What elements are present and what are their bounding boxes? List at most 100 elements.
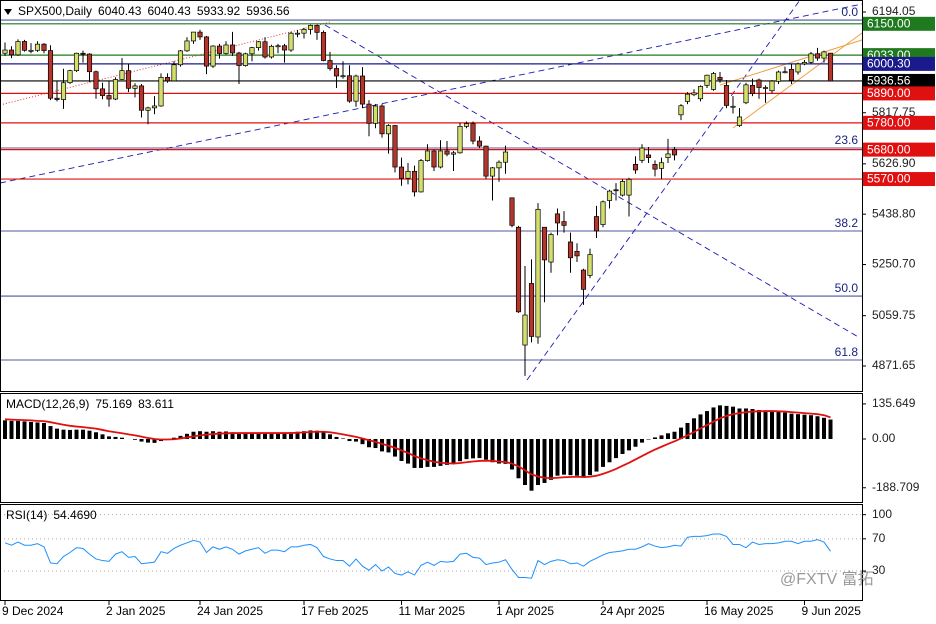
- header-value: 75.169: [95, 397, 132, 411]
- candle-body: [587, 254, 593, 276]
- candle-body: [398, 166, 405, 179]
- fib-label: 0.0: [841, 5, 858, 19]
- candle-body: [307, 25, 314, 30]
- macd-bar: [809, 415, 813, 439]
- candle-body: [437, 150, 444, 168]
- macd-bar: [100, 434, 105, 439]
- candle-body: [431, 150, 437, 168]
- macd-bar: [575, 438, 579, 476]
- candle-body: [86, 53, 93, 73]
- macd-bar: [510, 438, 514, 470]
- macd-bar: [29, 421, 33, 439]
- macd-bar: [55, 428, 59, 439]
- macd-bar: [601, 438, 605, 467]
- plot-layer: 6194.05 5817.75 5626.90 5438.80 5250.70 5059.…: [0, 4, 935, 618]
- macd-bar: [347, 438, 352, 442]
- candle-body: [242, 53, 249, 66]
- y-tick-label: 70: [872, 531, 886, 545]
- candle-body: [54, 97, 60, 100]
- macd-bar: [354, 438, 358, 442]
- candle-body: [418, 160, 424, 193]
- candle-body: [483, 145, 489, 177]
- macd-bar: [419, 438, 423, 468]
- candle-body: [353, 75, 359, 102]
- candle-body: [548, 234, 554, 263]
- macd-bar: [74, 429, 79, 439]
- candle-body: [255, 41, 262, 48]
- macd-bar: [87, 430, 92, 439]
- x-tick-label: 1 Apr 2025: [496, 604, 554, 618]
- fib-label: 23.6: [835, 133, 859, 147]
- candle-body: [567, 241, 574, 259]
- symbol: SPX500,Daily: [18, 4, 92, 18]
- macd-bar: [35, 422, 40, 439]
- candle-body: [112, 79, 119, 100]
- trendline: [719, 39, 863, 86]
- macd-bar: [282, 433, 287, 439]
- macd-bar: [276, 433, 280, 439]
- macd-bar: [133, 438, 137, 440]
- candle-body: [8, 49, 15, 56]
- macd-bar: [640, 438, 644, 443]
- candle-body: [158, 76, 164, 107]
- candle-body: [593, 216, 600, 232]
- candle-body: [775, 71, 782, 82]
- macd-bar: [367, 438, 371, 448]
- macd-bar: [243, 433, 248, 439]
- level-label-box: [863, 142, 935, 157]
- candle-body: [645, 154, 652, 159]
- macd-bar: [94, 432, 98, 439]
- menu-arrow: [4, 9, 12, 15]
- macd-bar: [334, 436, 339, 439]
- macd-bar: [191, 431, 196, 439]
- candle-body: [197, 31, 203, 38]
- macd-bar: [815, 416, 820, 439]
- macd-bar: [672, 431, 677, 439]
- candle-body: [15, 41, 21, 56]
- macd-bar: [783, 412, 787, 439]
- y-tick-label: 100: [872, 507, 892, 521]
- candle-body: [268, 45, 275, 58]
- macd-bar: [217, 431, 222, 439]
- candle-body: [470, 123, 476, 142]
- macd-bar: [438, 438, 443, 466]
- candle-body: [600, 201, 606, 225]
- candle-body: [561, 221, 567, 226]
- macd-bar: [464, 438, 469, 460]
- level-label: 5890.00: [867, 86, 911, 100]
- macd-bar: [744, 408, 748, 439]
- macd-bar: [250, 433, 254, 439]
- macd-bar: [230, 432, 235, 439]
- candle-body: [476, 140, 483, 147]
- candle-body: [21, 41, 28, 51]
- macd-bar: [16, 420, 20, 439]
- candle-body: [411, 170, 418, 193]
- trendline: [526, 0, 801, 381]
- level-label: 5936.56: [867, 74, 911, 88]
- macd-bar: [750, 408, 755, 439]
- candle-body: [554, 213, 561, 224]
- candle-body: [528, 283, 535, 337]
- candle-body: [190, 31, 197, 42]
- candle-body: [203, 36, 210, 67]
- candle-body: [515, 226, 522, 313]
- macd-bar: [718, 405, 722, 439]
- macd-bar: [211, 431, 215, 439]
- macd-bar: [757, 410, 761, 439]
- candle-body: [366, 103, 372, 124]
- macd-bar: [61, 429, 66, 439]
- macd-bar: [614, 438, 618, 459]
- candle-body: [658, 162, 665, 169]
- candle-body: [522, 314, 528, 346]
- candle-body: [671, 149, 678, 156]
- macd-frame: [0, 393, 863, 503]
- candle-body: [762, 87, 769, 89]
- macd-bar: [263, 433, 267, 439]
- macd-bar: [152, 438, 157, 443]
- candle-body: [509, 197, 515, 226]
- candle-body: [450, 152, 457, 155]
- macd-bar: [562, 438, 566, 475]
- macd-bar: [269, 433, 274, 439]
- main-frame: [0, 0, 863, 392]
